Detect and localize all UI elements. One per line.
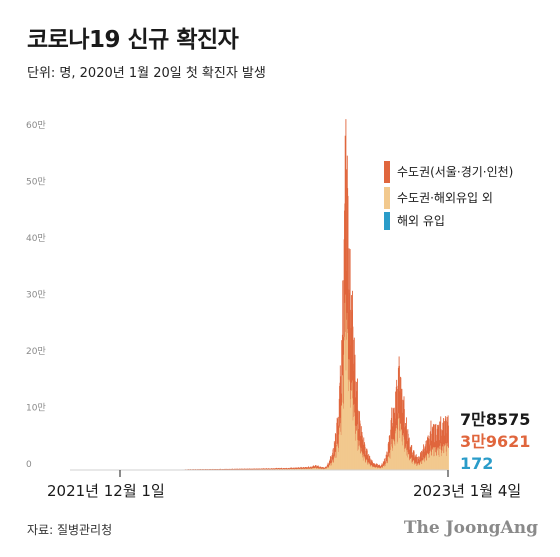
legend-swatch-overseas xyxy=(384,212,390,230)
bar-capital xyxy=(411,445,413,458)
bar-capital xyxy=(345,119,347,295)
bar-capital xyxy=(227,468,229,470)
non-capital-value-label: 3만9621 xyxy=(460,432,530,451)
bar-capital xyxy=(308,467,310,469)
bar-capital xyxy=(264,468,266,470)
legend-label-capital: 수도권(서울·경기·인천) xyxy=(397,164,513,179)
total-value-label: 7만8575 xyxy=(460,410,530,429)
bar-capital xyxy=(330,456,332,464)
y-axis: 0 10만 20만 30만 40만 50만 60만 xyxy=(26,120,46,470)
y-tick-label: 20만 xyxy=(26,346,46,357)
bar-capital xyxy=(433,425,435,448)
bar-capital xyxy=(247,468,248,470)
bar-capital xyxy=(276,468,278,470)
bar-capital xyxy=(310,466,312,469)
bar-capital xyxy=(396,385,398,428)
bar-capital xyxy=(229,468,231,470)
y-tick-label: 50만 xyxy=(26,177,46,188)
bar-capital xyxy=(384,460,386,466)
bar-capital xyxy=(283,467,285,469)
bar-capital xyxy=(274,468,275,470)
x-label-start: 2021년 12월 1일 xyxy=(47,482,165,500)
bar-capital xyxy=(362,444,364,458)
bar-capital xyxy=(266,468,268,470)
legend-label-overseas: 해외 유입 xyxy=(397,214,445,228)
bar-capital xyxy=(244,468,246,470)
page-title: 코로나19 신규 확진자 xyxy=(27,27,239,53)
bar-capital xyxy=(379,465,381,468)
bar-capital xyxy=(225,468,226,470)
bar-capital xyxy=(359,423,361,447)
bar-capital xyxy=(357,378,358,425)
bar-series xyxy=(118,119,449,470)
legend-swatch-capital xyxy=(384,161,390,183)
bar-capital xyxy=(342,280,344,376)
legend-swatch-non-capital xyxy=(384,187,390,209)
bar-capital xyxy=(269,468,271,470)
bar-capital xyxy=(286,468,288,470)
bar-capital xyxy=(261,468,263,470)
bar-non-capital xyxy=(448,447,449,470)
bar-capital xyxy=(232,468,234,470)
bar-capital xyxy=(291,467,293,469)
bar-capital xyxy=(448,425,449,448)
bar-capital xyxy=(421,450,422,461)
bar-capital xyxy=(372,461,373,466)
legend-label-non-capital: 수도권·해외유입 외 xyxy=(397,191,493,205)
bar-capital xyxy=(408,437,410,454)
bar-capital xyxy=(234,468,236,470)
bar-capital xyxy=(406,430,408,451)
legend: 수도권(서울·경기·인천) 수도권·해외유입 외 해외 유입 xyxy=(384,161,513,230)
y-tick-label: 0 xyxy=(26,460,32,470)
bar-capital xyxy=(305,466,307,469)
bar-capital xyxy=(315,465,317,468)
overseas-value-label: 172 xyxy=(460,454,493,473)
bar-capital xyxy=(347,195,349,333)
bar-capital xyxy=(249,468,251,470)
source-note: 자료: 질병관리청 xyxy=(27,523,113,537)
bar-capital xyxy=(381,463,383,467)
bar-capital xyxy=(430,420,432,446)
bar-capital xyxy=(323,467,324,469)
bar-capital xyxy=(242,468,244,470)
bar-capital xyxy=(445,420,447,446)
bar-capital xyxy=(332,448,334,460)
bar-capital xyxy=(259,468,261,470)
bar-capital xyxy=(239,468,241,470)
bar-capital xyxy=(349,249,351,360)
bar-capital xyxy=(364,447,366,459)
bar-capital xyxy=(281,468,283,470)
bar-capital xyxy=(438,424,440,448)
bar-capital xyxy=(389,435,391,453)
page-subtitle: 단위: 명, 2020년 1월 20일 첫 확진자 발생 xyxy=(27,66,266,81)
bar-capital xyxy=(376,464,378,468)
bar-capital xyxy=(337,416,339,444)
bar-capital xyxy=(220,468,222,470)
bar-capital xyxy=(293,467,295,469)
y-tick-label: 10만 xyxy=(26,403,46,414)
bar-capital xyxy=(369,458,371,465)
bar-capital xyxy=(403,409,405,440)
bar-capital xyxy=(418,456,420,464)
bar-capital xyxy=(303,467,305,469)
bar-capital xyxy=(278,468,280,470)
bar-capital xyxy=(443,418,444,445)
x-label-end: 2023년 1월 4일 xyxy=(413,482,521,500)
y-tick-label: 60만 xyxy=(26,120,46,131)
bar-capital xyxy=(367,455,369,463)
bar-capital xyxy=(352,326,354,399)
bar-capital xyxy=(425,440,427,456)
bar-capital xyxy=(416,457,418,464)
bar-capital xyxy=(401,388,403,430)
brand-logo: The JoongAng xyxy=(403,518,538,538)
bar-capital xyxy=(357,409,359,440)
bar-capital xyxy=(320,467,322,469)
bar-capital xyxy=(335,434,337,453)
bar-capital xyxy=(254,468,256,470)
bar-capital xyxy=(301,467,302,469)
y-tick-label: 40만 xyxy=(26,233,46,244)
bar-capital xyxy=(413,451,415,461)
y-tick-label: 30만 xyxy=(26,290,46,301)
